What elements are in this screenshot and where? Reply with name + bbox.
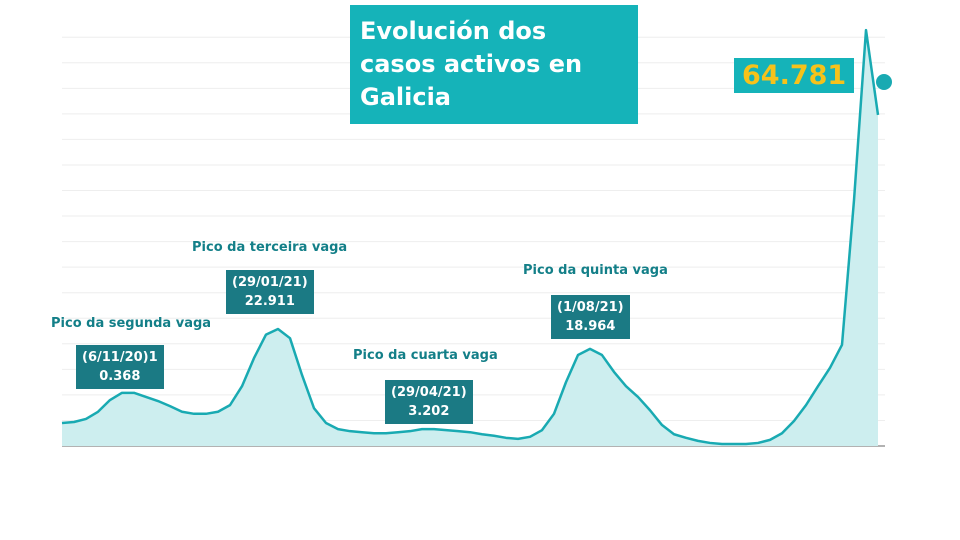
annotation-line: 3.202 [408, 404, 450, 419]
annotation-box: (29/04/21) 3.202 [385, 380, 473, 424]
annotation-heading: Pico da segunda vaga [51, 316, 212, 331]
area [62, 30, 878, 446]
annotation-line: (29/01/21) [232, 275, 308, 290]
annotation-line: 22.911 [244, 294, 295, 309]
annotation-line: (29/04/21) [391, 385, 467, 400]
annotation-heading: Pico da cuarta vaga [353, 348, 498, 363]
end-dot [876, 74, 892, 90]
end-label: 64.781 [734, 58, 855, 93]
annotation-line: (1/08/21) [557, 300, 624, 315]
annotation-box: (1/08/21) 18.964 [551, 295, 630, 339]
annotation-box: (29/01/21) 22.911 [226, 270, 314, 314]
annotation-line: 0.368 [99, 369, 141, 384]
annotation-line: (6/11/20)1 [82, 350, 158, 365]
chart-title: Evolución dos casos activos en Galicia [350, 5, 638, 124]
annotation-heading: Pico da quinta vaga [523, 263, 668, 278]
annotation-box: (6/11/20)1 0.368 [76, 345, 164, 389]
annotation-heading: Pico da terceira vaga [192, 240, 348, 255]
annotation-line: 18.964 [565, 319, 616, 334]
line [61, 28, 880, 446]
